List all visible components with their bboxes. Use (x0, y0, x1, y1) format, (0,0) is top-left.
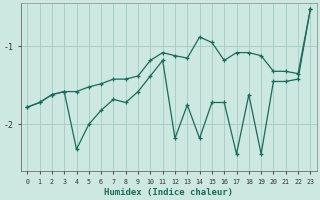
X-axis label: Humidex (Indice chaleur): Humidex (Indice chaleur) (104, 188, 233, 197)
